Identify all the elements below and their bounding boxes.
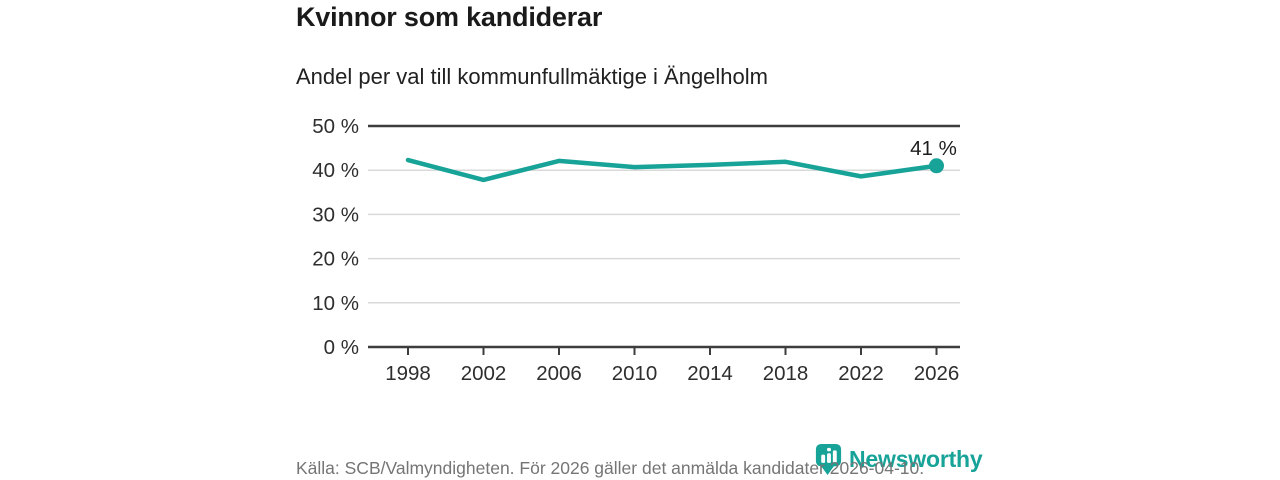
x-tick-label: 2010 bbox=[612, 362, 658, 385]
x-tick-label: 2002 bbox=[461, 362, 507, 385]
x-tick-label: 2014 bbox=[687, 362, 733, 385]
x-tick-label: 2018 bbox=[763, 362, 809, 385]
page-title: Kvinnor som kandiderar bbox=[296, 2, 603, 32]
x-tick-label: 2006 bbox=[536, 362, 582, 385]
y-tick-label: 20 % bbox=[312, 248, 359, 271]
newsworthy-pin-icon bbox=[815, 444, 842, 476]
x-tick-label: 2022 bbox=[838, 362, 884, 385]
series-line bbox=[405, 157, 939, 183]
bar-short bbox=[821, 454, 826, 463]
y-tick-label: 10 % bbox=[312, 292, 359, 315]
newsworthy-brand-name: Newsworthy bbox=[849, 446, 983, 472]
bar-mid bbox=[827, 453, 831, 463]
bar-dot bbox=[827, 447, 831, 452]
y-tick-label: 50 % bbox=[312, 115, 359, 138]
newsworthy-logo-link[interactable]: Newsworthy bbox=[813, 443, 983, 477]
y-tick-label: 30 % bbox=[312, 203, 359, 226]
y-tick-label: 40 % bbox=[312, 159, 359, 182]
chart-subtitle: Andel per val till kommunfullmäktige i Ä… bbox=[296, 64, 768, 89]
x-tick-label: 2026 bbox=[914, 362, 960, 385]
y-tick-label: 0 % bbox=[324, 336, 359, 359]
bar-tall bbox=[832, 450, 837, 463]
point-value-label: 41 % bbox=[910, 137, 957, 160]
source-note: Källa: SCB/Valmyndigheten. För 2026 gäll… bbox=[296, 458, 925, 478]
x-tick-label: 1998 bbox=[385, 362, 431, 385]
last-data-point bbox=[929, 158, 944, 174]
